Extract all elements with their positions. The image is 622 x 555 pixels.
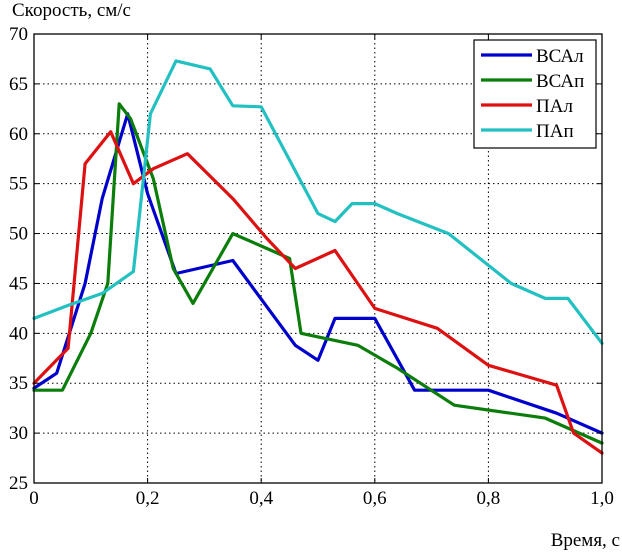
y-tick-label: 35 — [9, 373, 28, 394]
y-tick-label: 60 — [9, 124, 28, 145]
y-axis-title: Скорость, см/с — [12, 0, 131, 21]
legend-label: ПАл — [536, 96, 573, 117]
x-tick-label: 0,8 — [477, 488, 501, 509]
y-tick-label: 70 — [9, 24, 28, 45]
x-axis-title: Время, с — [551, 530, 620, 550]
y-tick-label: 65 — [9, 74, 28, 95]
x-tick-label: 1,0 — [590, 488, 614, 509]
y-tick-label: 55 — [9, 174, 28, 195]
x-tick-label: 0,4 — [249, 488, 273, 509]
x-tick-label: 0,2 — [136, 488, 160, 509]
y-tick-label: 40 — [9, 323, 28, 344]
y-tick-label: 30 — [9, 423, 28, 444]
y-tick-label: 45 — [9, 273, 28, 294]
legend-label: ПАп — [536, 121, 574, 142]
x-tick-label: 0 — [29, 488, 39, 509]
x-tick-label: 0,6 — [363, 488, 387, 509]
legend: ВСАл ВСАп ПАл ПАп — [473, 39, 597, 149]
y-tick-label: 25 — [9, 473, 28, 494]
ticks: 0 0,2 0,4 0,6 0,8 1,0 25 30 35 40 45 50 55 60 65 70 — [9, 24, 614, 509]
legend-label: ВСАл — [536, 46, 584, 67]
series-line-4 — [32, 59, 604, 345]
plot-frame — [33, 33, 603, 484]
y-tick-label: 50 — [9, 224, 28, 245]
series-group — [32, 59, 604, 455]
legend-label: ВСАп — [536, 71, 584, 92]
series-line-1 — [32, 112, 604, 435]
series-line-3 — [32, 130, 604, 455]
